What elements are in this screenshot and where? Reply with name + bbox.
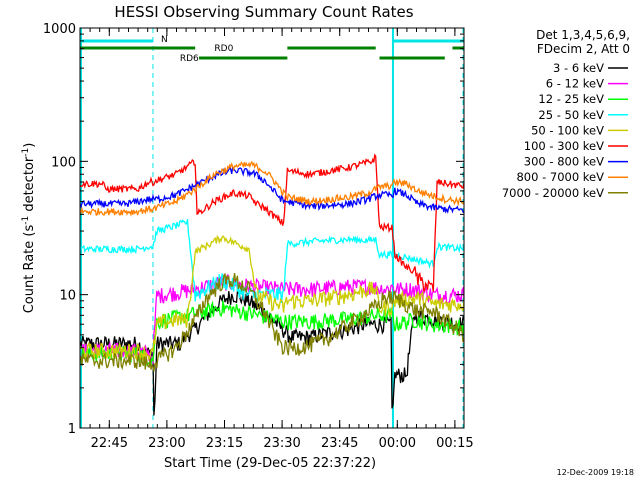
series-line-100-300-kev [79, 153, 465, 292]
legend-label: 100 - 300 keV [524, 139, 604, 153]
legend-header-line-1: Det 1,3,4,5,6,9, [536, 28, 630, 42]
y-axis: 1 10 100 1000 [43, 22, 464, 437]
legend-label: 50 - 100 keV [531, 123, 604, 137]
x-tick-label: 22:45 [91, 436, 128, 451]
x-tick-label: 23:00 [148, 436, 185, 451]
series-line-50-100-kev [79, 234, 465, 362]
chart-title: HESSI Observing Summary Count Rates [114, 3, 413, 21]
y-tick-label: 1000 [43, 22, 76, 37]
legend-label: 300 - 800 keV [524, 155, 604, 169]
rd6-label: RD6 [180, 54, 199, 64]
y-tick-label: 100 [51, 155, 76, 170]
legend-label: 12 - 25 keV [538, 92, 604, 106]
legend-header-line-2: FDecim 2, Att 0 [537, 42, 630, 56]
y-tick-label: 10 [59, 289, 76, 304]
legend-label: 800 - 7000 keV [516, 170, 604, 184]
x-tick-label: 23:30 [263, 436, 300, 451]
series-line-7000-20000-kev [79, 272, 465, 372]
x-axis-label: Start Time (29-Dec-05 22:37:22) [164, 456, 376, 471]
series-line-800-7000-kev [79, 160, 465, 217]
rd0-label: RD0 [214, 44, 233, 54]
x-axis: 22:45 23:00 23:15 23:30 23:45 00:00 00:15 [89, 28, 474, 451]
series-layer [79, 153, 465, 416]
legend-label: 25 - 50 keV [538, 108, 604, 122]
night-label: N [161, 35, 168, 45]
y-axis-label: Count Rate (s-1 detector-1) [21, 143, 37, 314]
attenuator-bars: RD0 RD6 [80, 44, 464, 64]
x-tick-label: 00:15 [436, 436, 473, 451]
series-line-300-800-kev [79, 166, 465, 214]
footer-timestamp: 12-Dec-2009 19:18 [557, 468, 634, 477]
legend-label: 3 - 6 keV [553, 61, 604, 75]
legend-label: 6 - 12 keV [546, 77, 604, 91]
night-shading: N [80, 28, 464, 428]
y-tick-label: 1 [68, 422, 76, 437]
x-tick-label: 00:00 [379, 436, 416, 451]
x-tick-label: 23:15 [206, 436, 243, 451]
plot-frame [79, 27, 465, 429]
legend-label: 7000 - 20000 keV [502, 186, 604, 200]
x-tick-label: 23:45 [321, 436, 358, 451]
